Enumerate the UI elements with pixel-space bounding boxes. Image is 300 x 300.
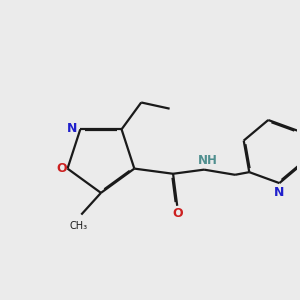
- Text: N: N: [67, 122, 78, 135]
- Text: CH₃: CH₃: [70, 221, 88, 231]
- Text: O: O: [172, 207, 182, 220]
- Text: O: O: [56, 162, 67, 175]
- Text: NH: NH: [198, 154, 218, 167]
- Text: N: N: [274, 186, 285, 199]
